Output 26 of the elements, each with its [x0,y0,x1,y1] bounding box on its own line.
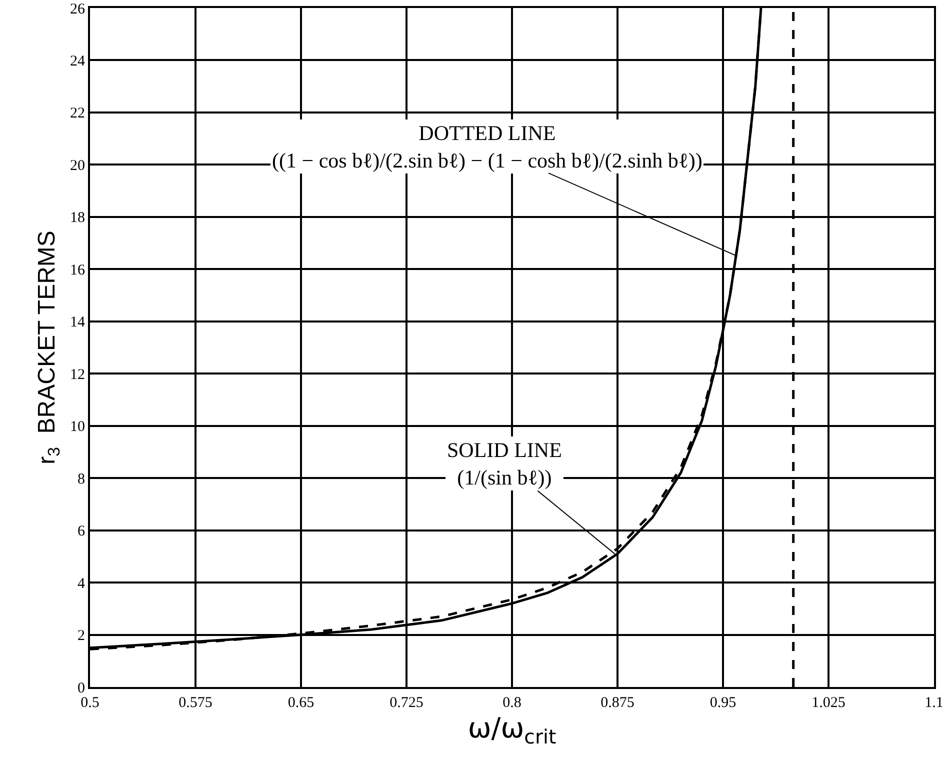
y-tick-label: 24 [70,53,86,70]
y-tick-label: 16 [70,262,86,278]
y-tick-label: 6 [78,524,86,540]
y-tick-label: 12 [70,366,85,383]
x-axis-title: ω/ω$_{crit}$ [468,712,556,748]
x-tick-label: 0.875 [600,695,634,711]
x-tick-label: 1.1 [924,695,944,711]
y-tick-label: 8 [78,471,85,488]
x-tick-label: 0.8 [502,695,522,711]
y-tick-label: 26 [70,1,86,18]
x-tick-label: 0.5 [80,695,100,711]
y-tick-label: 0 [78,680,85,696]
annotation: SOLID LINE (1/(sin bℓ)) [447,438,562,490]
y-tick-label: 10 [70,419,85,436]
x-tick-label: 0.95 [710,695,736,711]
y-tick-label: 2 [78,628,85,644]
y-tick-label: 4 [78,576,86,592]
x-tick-label: 0.65 [288,695,314,711]
y-tick-label: 22 [70,106,85,122]
annotation: DOTTED LINE ((1 − cos bℓ)/(2.sin bℓ) − (1 − cosh bℓ)/(2.sinh bℓ)) [272,121,702,172]
y-tick-label: 20 [70,158,85,174]
x-tick-label: 0.725 [390,695,424,711]
y-tick-label: 14 [70,314,86,331]
x-tick-label: 0.575 [178,695,212,711]
y-tick-label: 18 [70,210,85,226]
x-tick-label: 1.025 [812,695,846,711]
